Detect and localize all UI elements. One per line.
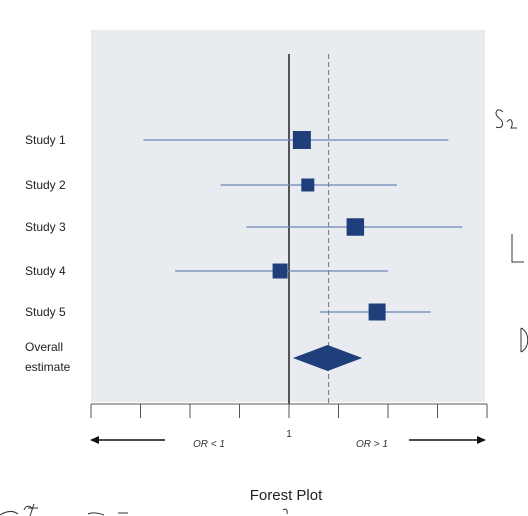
study-label: Study 4 — [25, 264, 66, 278]
right-arrow-label: OR > 1 — [356, 439, 388, 450]
study-marker — [272, 263, 288, 279]
overall-label: Overall — [25, 340, 63, 354]
study-marker — [292, 131, 311, 149]
study-label: Study 1 — [25, 133, 66, 147]
study-label: Study 5 — [25, 305, 66, 319]
right-arrow — [409, 436, 486, 444]
x-tick-label: 1 — [286, 429, 292, 440]
plot-panel — [91, 30, 485, 402]
left-arrow-label: OR < 1 — [193, 439, 225, 450]
study-label: Study 3 — [25, 220, 66, 234]
study-marker — [301, 178, 315, 192]
study-marker — [346, 218, 365, 236]
handwriting-scribbles — [0, 109, 528, 516]
overall-diamond — [292, 345, 363, 371]
study-label: Study 2 — [25, 178, 66, 192]
left-arrow — [90, 436, 165, 444]
chart-title: Forest Plot — [250, 487, 323, 504]
study-marker — [368, 303, 386, 321]
overall-label: estimate — [25, 360, 71, 374]
